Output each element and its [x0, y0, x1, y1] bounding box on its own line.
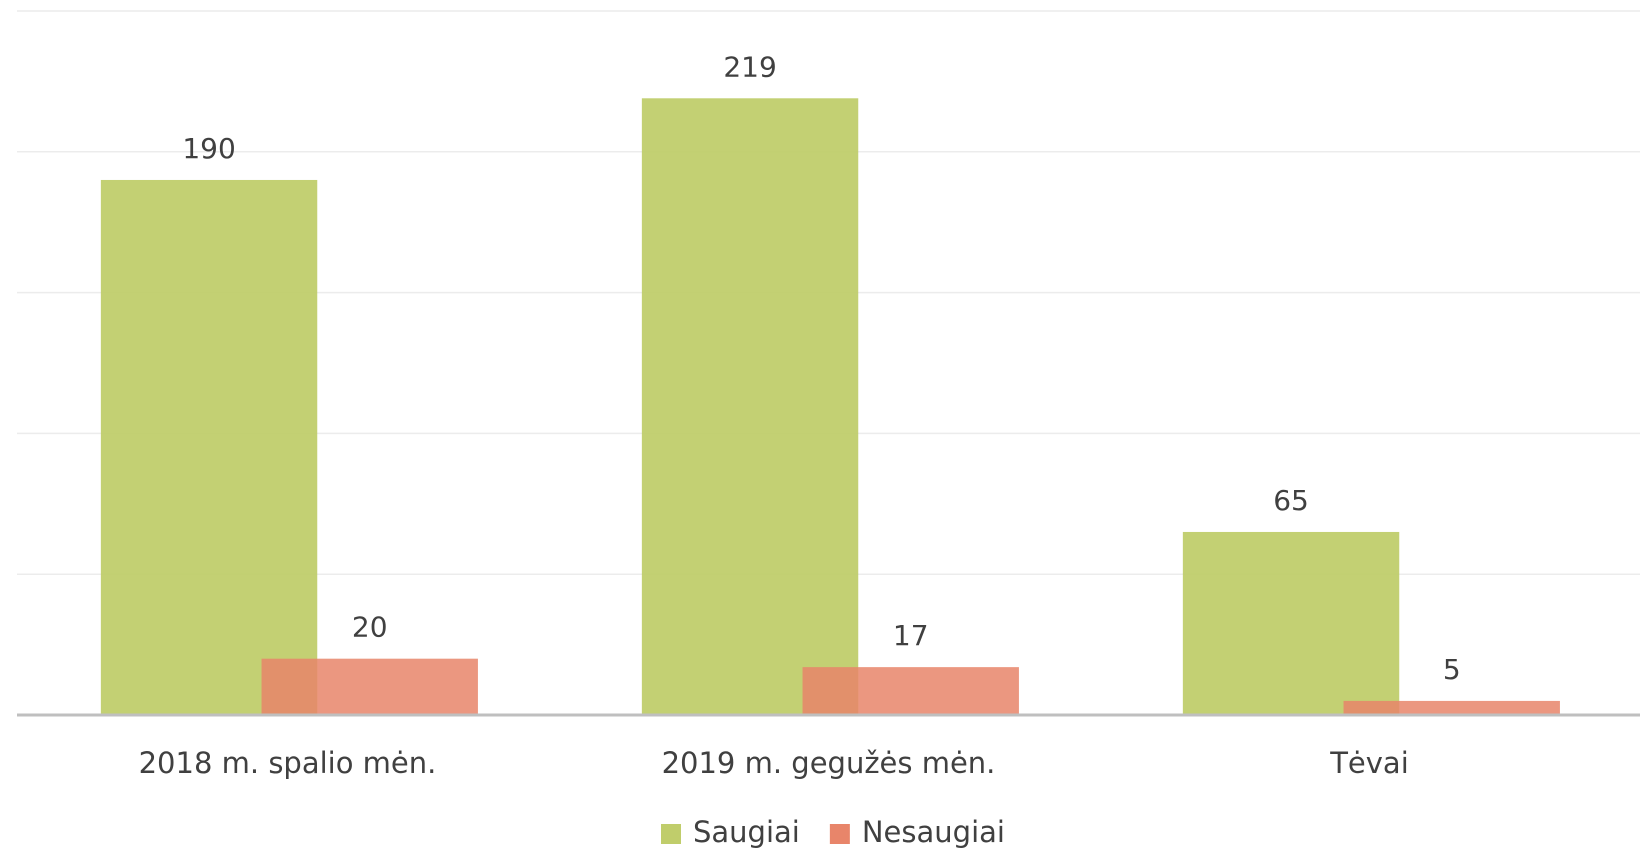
bar: [802, 667, 1019, 715]
data-label: 190: [182, 132, 235, 165]
legend-swatch: [661, 824, 681, 844]
data-label: 5: [1443, 653, 1461, 686]
legend-label: Saugiai: [693, 815, 800, 849]
bar: [1343, 700, 1560, 715]
bar: [641, 98, 859, 715]
bar: [1182, 531, 1400, 715]
legend-swatch: [829, 824, 850, 844]
data-label: 20: [352, 611, 388, 644]
legend-label: Nesaugiai: [862, 815, 1005, 849]
data-label: 219: [723, 50, 776, 83]
bar: [100, 179, 318, 715]
x-tick-label: Tėvai: [1329, 746, 1409, 780]
x-tick-label: 2019 m. gegužės mėn.: [662, 746, 996, 780]
bar: [261, 658, 478, 715]
x-tick-label: 2018 m. spalio mėn.: [139, 746, 437, 780]
data-label: 65: [1273, 484, 1309, 517]
data-label: 17: [893, 619, 929, 652]
